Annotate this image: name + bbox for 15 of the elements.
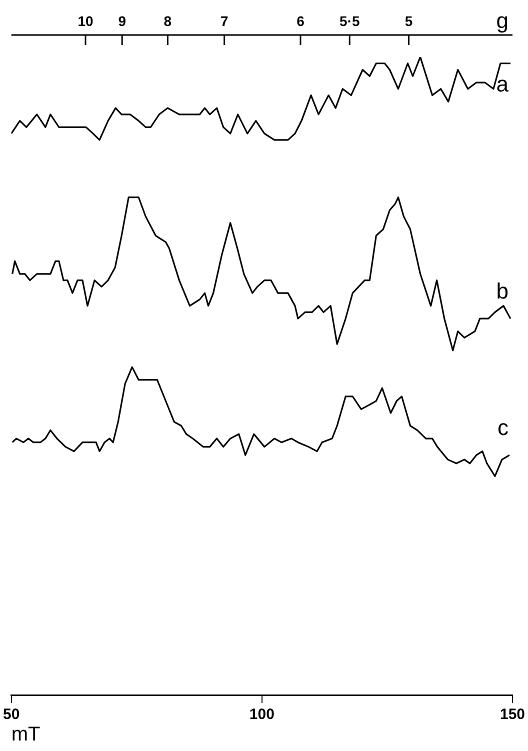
x-axis-title: mT (11, 724, 40, 746)
annotation: 6 (296, 12, 305, 29)
x-tick-label: 50 (3, 706, 20, 724)
series-label: c (497, 415, 508, 440)
annotation: 5·5 (339, 12, 360, 29)
series-label: a (496, 71, 510, 96)
annotation: 7 (220, 12, 228, 29)
x-tick-label: 100 (249, 706, 274, 724)
text: g (496, 8, 508, 34)
annotation: 5 (404, 12, 413, 29)
annotation: 10 (78, 12, 94, 29)
series-label: b (496, 278, 508, 304)
annotation: 8 (164, 12, 172, 29)
x-tick-label: 150 (500, 706, 525, 724)
annotation: 9 (118, 12, 126, 29)
